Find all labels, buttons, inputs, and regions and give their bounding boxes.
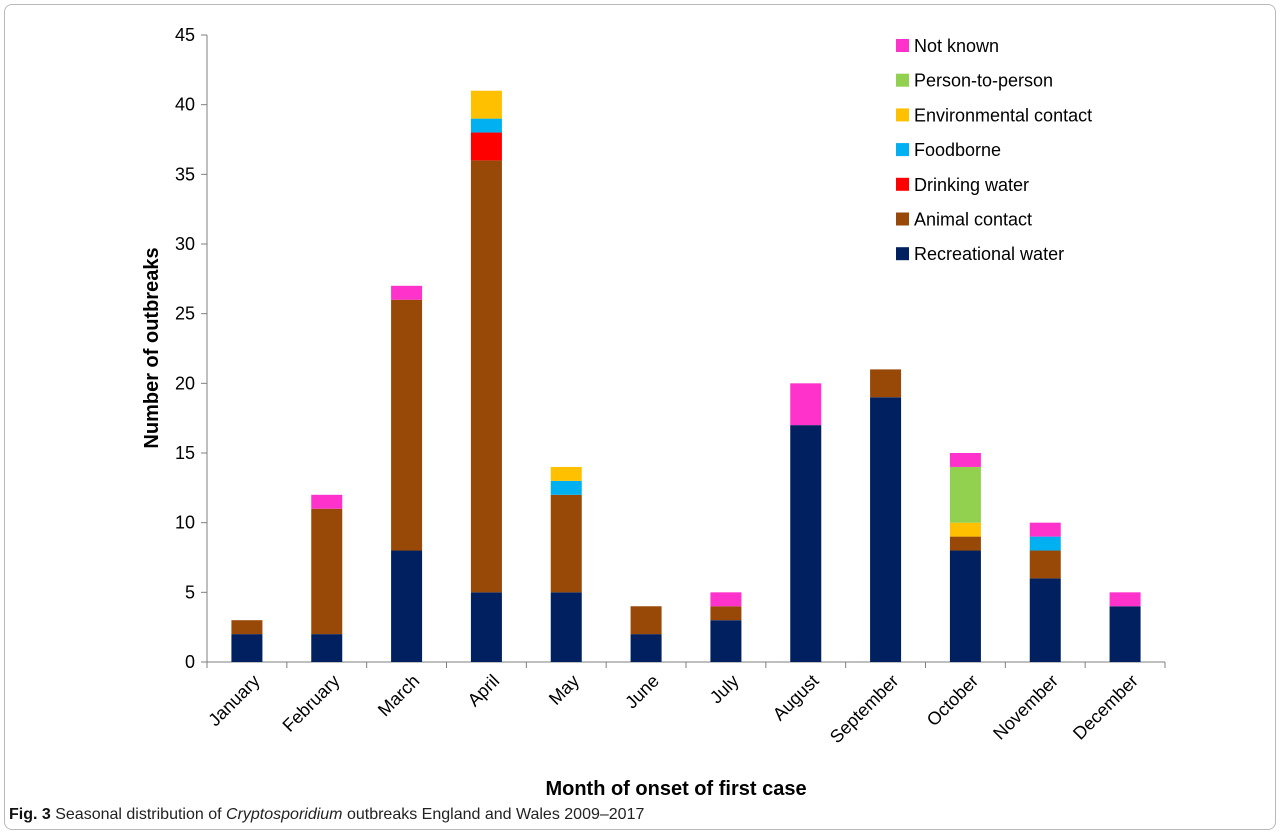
legend-entry: Environmental contact	[914, 105, 1092, 125]
legend-swatch	[896, 143, 909, 157]
bar-segment	[870, 369, 902, 398]
bar-segment	[391, 285, 423, 300]
y-axis: 0 5 10 15 20 25 30 35 40 45	[175, 25, 208, 672]
bar-segment	[470, 118, 502, 133]
bar-segment	[470, 160, 502, 593]
bar-segment	[870, 397, 902, 662]
x-tick-label: November	[989, 671, 1062, 744]
bar-segment	[391, 550, 423, 662]
x-tick-label: April	[464, 671, 504, 711]
x-tick-label: September	[826, 671, 902, 747]
figure-frame	[4, 4, 1276, 830]
bar-segment	[470, 592, 502, 662]
x-tick-label: May	[545, 671, 583, 709]
x-axis-title: Month of onset of first case	[545, 778, 806, 800]
caption-label: Fig. 3	[9, 806, 51, 823]
legend-swatch	[896, 108, 909, 122]
y-tick-label: 40	[175, 95, 195, 115]
bar-segment	[391, 299, 423, 551]
caption-text-before: Seasonal distribution of	[55, 806, 222, 823]
x-tick-label: October	[923, 671, 982, 730]
x-tick-label: June	[621, 671, 663, 713]
bar-segment	[949, 453, 981, 467]
bar-segment	[710, 592, 742, 607]
legend-entry: Recreational water	[914, 244, 1064, 264]
bar-segment	[1029, 522, 1061, 537]
y-tick-label: 0	[185, 652, 195, 672]
y-tick-label: 30	[175, 234, 195, 254]
x-tick-label: July	[706, 671, 743, 708]
bar-segment	[311, 494, 343, 509]
legend: Not known Person-to-person Environmental c…	[896, 36, 1092, 264]
bar-segment	[550, 480, 582, 495]
bar-segment	[1029, 550, 1061, 579]
x-tick-label: February	[279, 671, 344, 736]
x-tick-label: August	[769, 671, 823, 725]
figure-caption: Fig. 3 Seasonal distribution of Cryptosp…	[9, 806, 644, 824]
legend-entry: Animal contact	[914, 210, 1032, 230]
bar-segment	[710, 606, 742, 621]
bar-segment	[1109, 606, 1141, 662]
bars-group	[231, 90, 1141, 662]
y-tick-label: 45	[175, 25, 195, 45]
bar-segment	[231, 634, 263, 662]
bar-segment	[630, 634, 662, 662]
bar-segment	[790, 383, 822, 426]
legend-entry: Not known	[914, 36, 999, 56]
bar-segment	[311, 634, 343, 662]
bar-segment	[1029, 578, 1061, 662]
bar-segment	[630, 606, 662, 635]
x-tick-label: December	[1069, 671, 1142, 744]
bar-segment	[949, 522, 981, 537]
bar-segment	[231, 620, 263, 635]
y-tick-label: 20	[175, 373, 195, 393]
bar-segment	[550, 592, 582, 662]
x-tick-label: January	[204, 671, 263, 730]
legend-swatch	[896, 73, 909, 87]
legend-entry: Drinking water	[914, 175, 1029, 195]
legend-swatch	[896, 212, 909, 226]
bar-segment	[1109, 592, 1141, 607]
legend-swatch	[896, 247, 909, 261]
x-axis: January February March April May June July Augu…	[204, 661, 1166, 747]
y-tick-label: 10	[175, 513, 195, 533]
bar-segment	[550, 494, 582, 593]
y-axis-title: Number of outbreaks	[141, 247, 163, 448]
bar-segment	[949, 550, 981, 662]
caption-italic: Cryptosporidium	[226, 806, 343, 823]
bar-segment	[1029, 536, 1061, 551]
legend-swatch	[896, 39, 909, 52]
y-tick-label: 5	[185, 582, 195, 602]
bar-segment	[311, 508, 343, 635]
y-tick-label: 15	[175, 443, 195, 463]
bar-segment	[790, 425, 822, 662]
bar-segment	[470, 132, 502, 161]
bar-segment	[710, 620, 742, 662]
bar-segment	[470, 90, 502, 119]
bar-segment	[550, 466, 582, 481]
bar-segment	[949, 466, 981, 523]
y-tick-label: 25	[175, 304, 195, 324]
legend-entry: Person-to-person	[914, 71, 1053, 91]
bar-segment	[949, 536, 981, 551]
legend-swatch	[896, 177, 909, 191]
x-tick-label: March	[374, 671, 424, 721]
y-tick-label: 35	[175, 164, 195, 184]
legend-entry: Foodborne	[914, 140, 1001, 160]
caption-text-after: outbreaks England and Wales 2009–2017	[346, 806, 645, 823]
